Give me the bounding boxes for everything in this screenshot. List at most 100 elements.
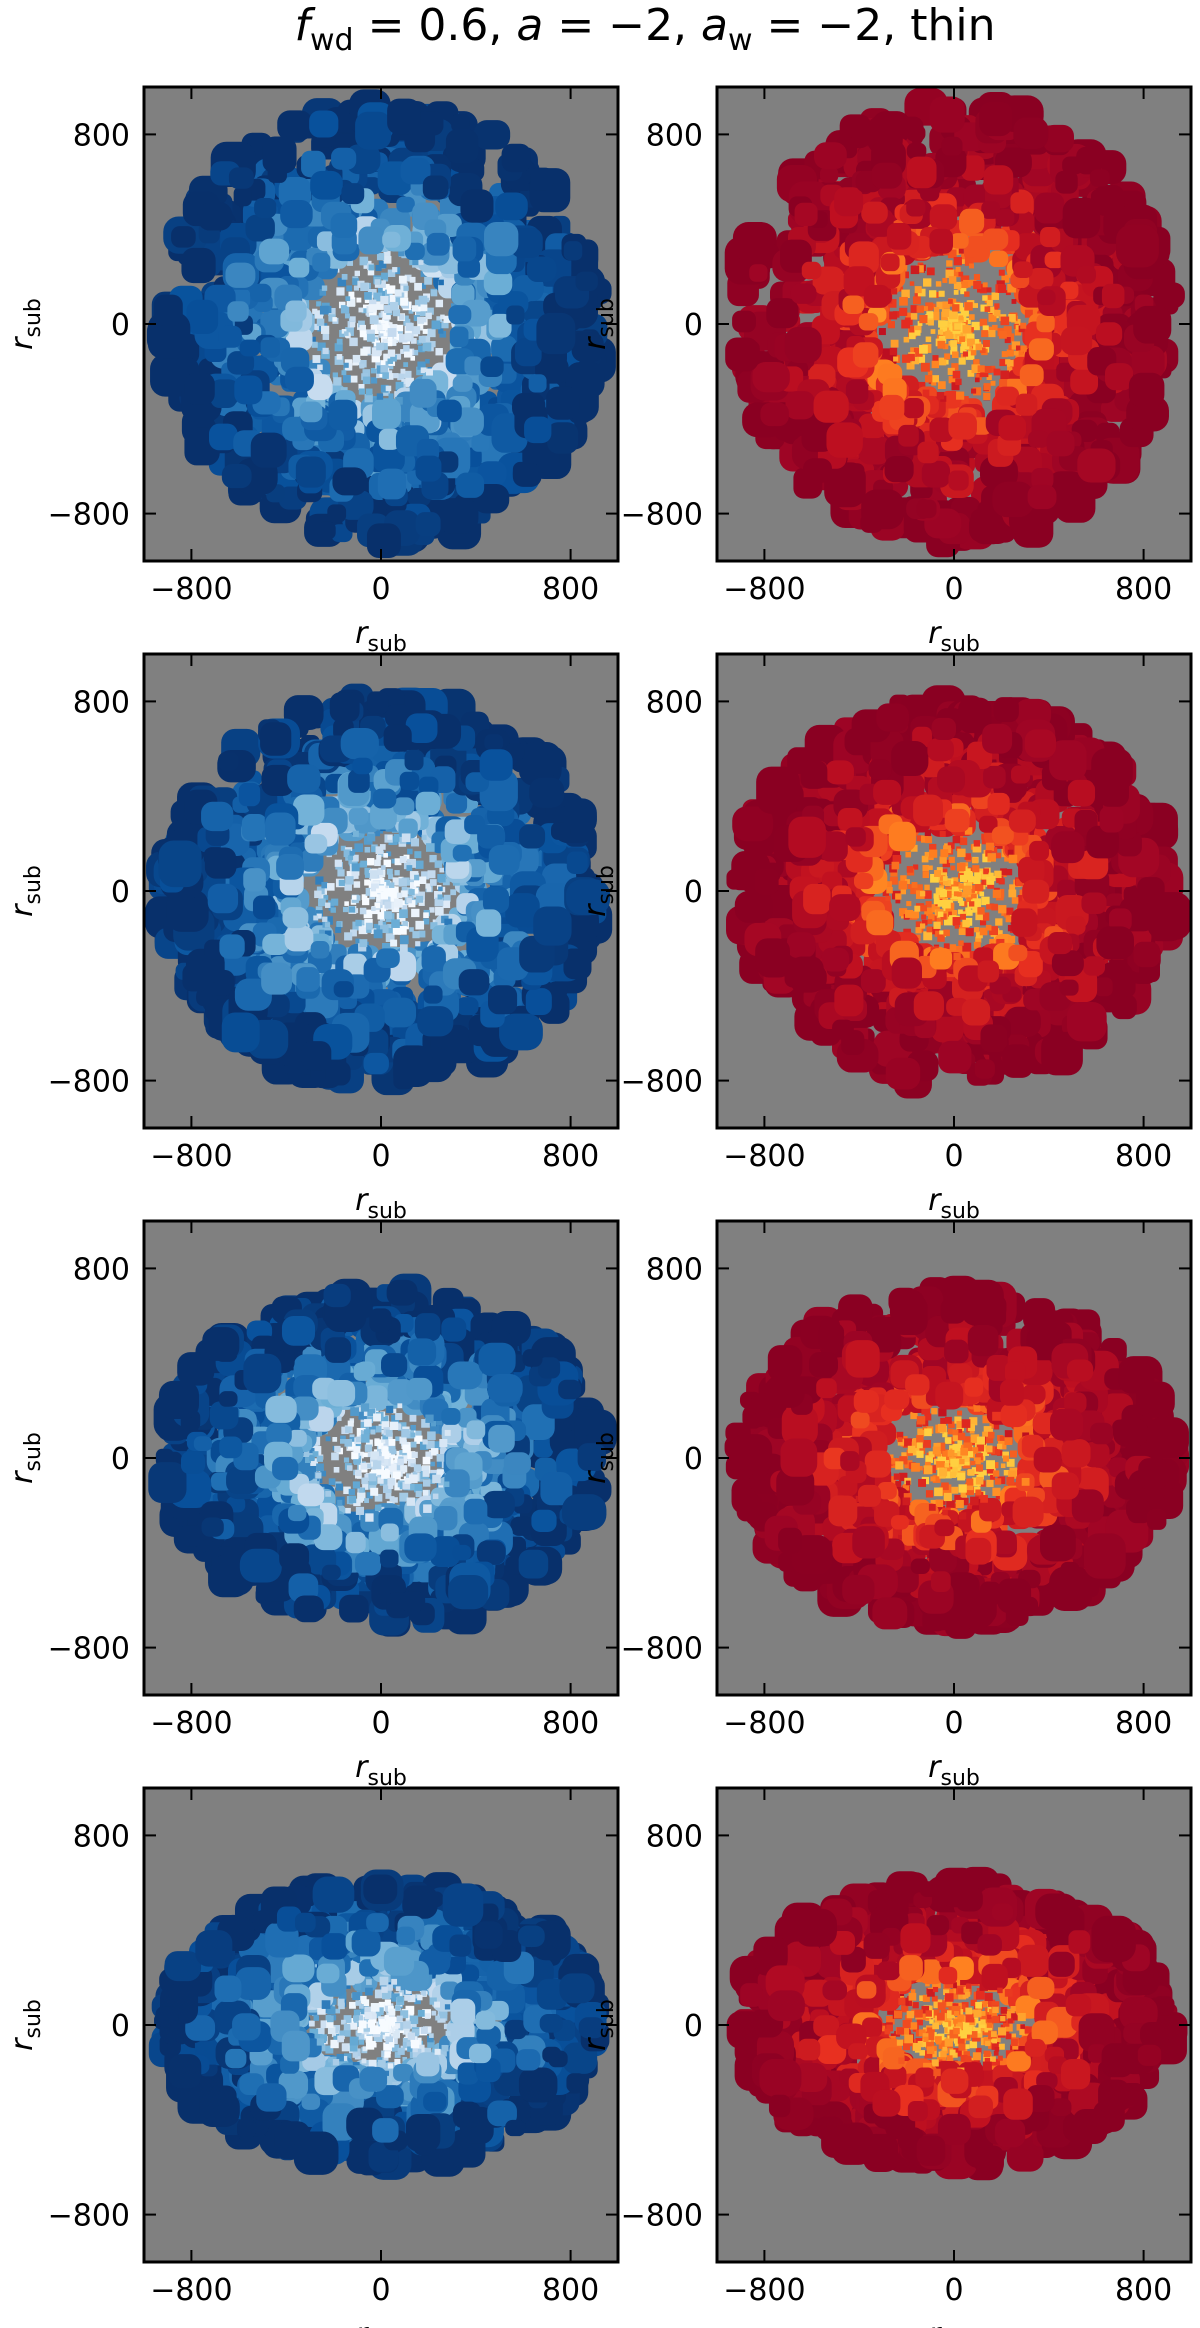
pixel [331, 898, 339, 906]
pixel [364, 846, 371, 853]
pixel [386, 868, 393, 875]
blob [495, 192, 528, 221]
pixel [955, 331, 962, 338]
pixel [910, 265, 920, 275]
blob [475, 909, 502, 937]
pixel [990, 380, 996, 386]
pixel [414, 282, 422, 291]
pixel [375, 301, 384, 310]
blob [341, 183, 365, 205]
pixel [994, 309, 1001, 317]
blob [254, 198, 277, 218]
pixel [390, 354, 397, 362]
pixel [358, 925, 368, 935]
pixel [332, 317, 337, 322]
pixel [383, 255, 392, 264]
pixel [337, 277, 347, 287]
pixel [389, 895, 396, 902]
pixel [1011, 341, 1021, 350]
pixel [936, 391, 945, 400]
x-axis-label: rsub [928, 616, 980, 657]
pixel [375, 360, 381, 366]
blob [884, 456, 914, 483]
pixel [959, 870, 965, 876]
x-tick-label: 0 [944, 572, 963, 607]
pixel [973, 359, 980, 365]
blob [422, 175, 449, 200]
pixel [426, 887, 432, 892]
pixel [392, 886, 399, 893]
pixel [889, 311, 898, 320]
pixel [407, 848, 413, 855]
pixel [420, 270, 427, 277]
pixel [370, 367, 377, 374]
blob [1089, 169, 1110, 187]
blob [959, 208, 985, 234]
blob [533, 906, 572, 946]
pixel [1000, 370, 1010, 380]
blob [343, 953, 368, 977]
blob [929, 228, 954, 254]
pixel [974, 871, 982, 879]
blob [409, 378, 437, 408]
blob [512, 463, 542, 487]
pixel [376, 393, 384, 400]
pixel [915, 330, 921, 336]
x-axis-label: rsub [355, 616, 407, 657]
pixel [316, 318, 325, 327]
pixel [338, 301, 346, 309]
blob [898, 424, 919, 447]
pixel [948, 376, 956, 384]
pixel [981, 912, 990, 921]
blob [456, 472, 485, 498]
pixel [991, 903, 998, 911]
pixel [350, 929, 357, 937]
pixel [314, 310, 323, 319]
blob [329, 692, 360, 723]
blob [158, 840, 202, 888]
pixel [931, 360, 940, 369]
blob [1060, 326, 1093, 356]
pixel [930, 329, 936, 334]
blob [301, 150, 326, 178]
pixel [1004, 854, 1012, 862]
pixel [351, 871, 359, 879]
pixel [999, 330, 1007, 339]
blob [404, 749, 424, 771]
pixel [937, 340, 946, 349]
blob [295, 456, 326, 488]
pixel [373, 929, 383, 939]
pixel [404, 332, 412, 340]
blob [330, 212, 358, 239]
pixel [352, 354, 361, 363]
pixel [336, 354, 343, 360]
pixel [902, 271, 909, 279]
pixel [349, 316, 356, 323]
pixel [959, 336, 966, 343]
pixel [937, 329, 944, 335]
pixel [321, 325, 330, 334]
pixel [400, 368, 406, 374]
blob [906, 156, 937, 189]
pixel [916, 305, 924, 313]
pixel [902, 354, 911, 363]
pixel [392, 267, 398, 273]
pixel [911, 911, 920, 919]
pixel [415, 860, 424, 869]
pixel [952, 269, 961, 278]
pixel [353, 285, 359, 291]
pixel [407, 858, 416, 868]
blob [725, 337, 759, 372]
blob [921, 460, 951, 488]
pixel [936, 301, 944, 310]
pixel [998, 905, 1007, 914]
pixel [402, 904, 408, 910]
pixel [399, 944, 408, 952]
blob [824, 462, 866, 508]
pixel [979, 318, 988, 327]
blob [771, 304, 796, 328]
pixel [980, 304, 988, 312]
pixel [952, 370, 961, 379]
blob [372, 788, 397, 809]
